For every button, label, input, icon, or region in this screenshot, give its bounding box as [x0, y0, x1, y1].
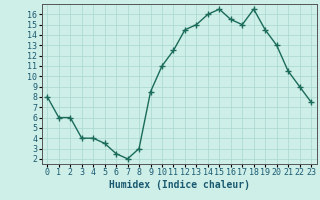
X-axis label: Humidex (Indice chaleur): Humidex (Indice chaleur): [109, 180, 250, 190]
